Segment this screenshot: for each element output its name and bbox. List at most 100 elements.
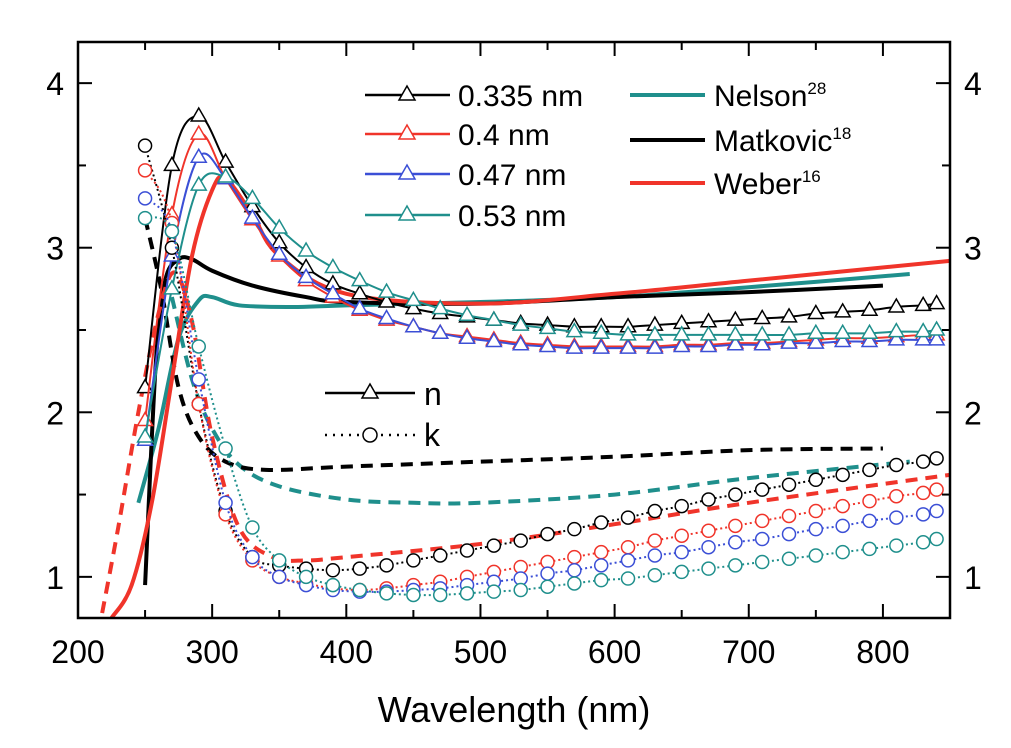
data-point-0-53-nm-k: [754, 554, 770, 570]
data-point-0-47-nm-n: [860, 332, 879, 348]
legend-item-047: 0.47 nm: [365, 159, 566, 192]
legend-sup: 16: [802, 167, 821, 186]
data-point-0-47-nm-n: [377, 308, 396, 325]
data-point-0-335-nm-k: [835, 467, 850, 483]
legend-item-nelson: Nelson28: [630, 79, 826, 113]
data-point-0-53-nm-k: [218, 441, 233, 456]
data-point-0-335-nm-k: [620, 510, 636, 525]
data-point-0-53-nm-k: [352, 582, 367, 598]
data-point-0-47-nm-n: [646, 338, 664, 354]
data-point-0-47-nm-n: [458, 328, 476, 344]
data-point-0-47-nm-n: [833, 332, 852, 348]
data-point-0-335-nm-k: [459, 543, 475, 558]
data-point-0-47-nm-k: [137, 191, 153, 206]
data-point-0-4-nm-k: [808, 503, 824, 519]
legend-sup: 28: [807, 79, 826, 98]
data-point-0-53-nm-k: [271, 553, 287, 568]
legend-item-0335: 0.335 nm: [365, 80, 583, 113]
data-point-0-53-nm-k: [701, 561, 716, 576]
x-axis-label: Wavelength (nm): [378, 689, 651, 730]
data-point-0-47-nm-k: [218, 495, 233, 511]
legend-item-matkovic: Matkovic18: [630, 124, 851, 158]
data-point-0-335-nm-k: [674, 498, 689, 514]
legend-label: Nelson: [714, 80, 807, 113]
data-point-0-47-nm-n: [404, 317, 423, 333]
data-point-0-47-nm-k: [620, 553, 636, 568]
data-point-0-47-nm-n: [431, 323, 450, 340]
data-point-0-335-nm-k: [486, 538, 502, 553]
data-point-0-335-nm-n: [404, 299, 423, 315]
svg-text:Nelson28: Nelson28: [714, 79, 826, 113]
x-tick-label: 200: [51, 634, 104, 670]
data-point-0-335-nm-n: [914, 295, 932, 312]
data-point-0-53-nm-n: [887, 322, 906, 338]
data-point-0-335-nm-n: [833, 302, 852, 318]
data-point-0-335-nm-n: [807, 304, 825, 320]
data-point-0-53-nm-k: [459, 586, 475, 601]
data-point-0-53-nm-n: [619, 325, 637, 341]
data-point-0-53-nm-k: [862, 541, 877, 557]
data-point-0-47-nm-k: [191, 372, 206, 387]
data-point-0-4-nm-k: [567, 549, 582, 565]
data-point-0-53-nm-n: [485, 310, 503, 326]
data-point-0-53-nm-n: [592, 323, 610, 340]
data-point-0-53-nm-n: [431, 299, 450, 315]
axes-layer: 200 300 400 500 600 700 800 1 1 2 2 3 3 4 4: [46, 42, 982, 670]
data-point-0-335-nm-k: [889, 457, 904, 473]
data-point-0-53-nm-n: [807, 323, 825, 340]
data-point-0-335-nm-k: [781, 477, 797, 492]
data-point-0-335-nm-k: [379, 558, 394, 573]
data-point-0-47-nm-n: [699, 336, 718, 353]
data-point-0-47-nm-k: [754, 531, 770, 547]
data-point-0-53-nm-n: [511, 315, 530, 331]
y-tick-label: 1: [46, 560, 64, 596]
data-point-0-53-nm-k: [728, 558, 743, 573]
legend-item-04: 0.4 nm: [365, 119, 550, 152]
data-point-0-335-nm-n: [163, 155, 181, 172]
y-tick-label-right: 2: [964, 395, 982, 431]
data-point-0-335-nm-n: [216, 152, 235, 168]
data-point-0-4-nm-k: [862, 493, 877, 509]
series-line-0-47-nm-k: [144, 197, 937, 593]
series-line-0-53-nm-k: [144, 216, 937, 597]
triangle-marker-icon: [397, 123, 417, 140]
data-point-0-53-nm-k: [432, 587, 448, 603]
legend-quantity: n k: [325, 376, 442, 453]
data-point-0-53-nm-k: [929, 531, 944, 547]
data-point-0-53-nm-k: [674, 564, 689, 580]
data-point-0-53-nm-n: [216, 167, 235, 183]
data-point-0-53-nm-k: [781, 551, 797, 567]
data-point-0-47-nm-n: [753, 335, 771, 351]
data-point-0-47-nm-k: [929, 503, 944, 519]
data-point-0-47-nm-n: [243, 208, 262, 224]
data-point-0-53-nm-n: [163, 279, 181, 295]
data-point-0-47-nm-n: [189, 147, 208, 163]
data-point-0-53-nm-n: [699, 325, 718, 341]
data-point-0-47-nm-k: [781, 526, 797, 542]
data-point-0-47-nm-n: [914, 330, 932, 346]
data-point-0-47-nm-k: [808, 521, 824, 537]
data-point-0-47-nm-n: [538, 336, 557, 353]
data-point-0-53-nm-k: [647, 567, 663, 583]
data-point-0-335-nm-n: [377, 292, 396, 308]
y-tick-label: 3: [46, 231, 64, 267]
series-line-0-4-nm-k: [144, 169, 937, 592]
legend-thickness: 0.335 nm 0.4 nm 0.47 nm 0.53 nm: [365, 80, 583, 233]
data-point-0-335-nm-n: [780, 307, 798, 323]
legend-sup: 18: [832, 124, 851, 143]
data-point-0-53-nm-k: [835, 544, 850, 560]
data-point-0-47-nm-n: [324, 284, 342, 300]
data-point-0-4-nm-k: [593, 544, 609, 560]
legend-label: 0.53 nm: [458, 200, 566, 233]
data-point-0-53-nm-n: [324, 257, 342, 274]
data-point-0-335-nm-k: [593, 515, 609, 530]
data-point-0-335-nm-k: [325, 563, 341, 578]
data-point-0-335-nm-n: [860, 300, 879, 317]
data-point-0-47-nm-n: [485, 332, 503, 348]
data-point-0-53-nm-n: [672, 325, 691, 341]
data-point-0-335-nm-n: [927, 294, 946, 310]
data-point-0-4-nm-n: [189, 124, 208, 140]
legend-label: 0.4 nm: [458, 119, 550, 152]
data-point-0-53-nm-k: [915, 535, 931, 550]
